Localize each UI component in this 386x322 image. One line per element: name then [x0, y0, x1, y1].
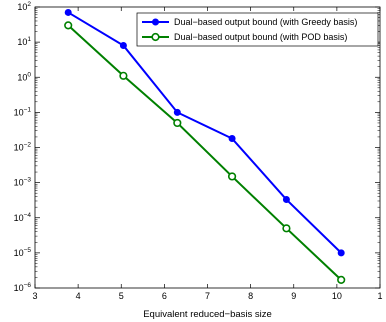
data-point: [119, 42, 127, 50]
y-tick-label: 10−1: [14, 106, 32, 117]
x-tick-label: 6: [162, 291, 167, 301]
y-tick-label: 102: [17, 1, 31, 12]
data-point: [64, 8, 72, 16]
y-tick-label: 10−5: [14, 247, 32, 258]
legend-label: Dual−based output bound (with POD basis): [174, 32, 347, 42]
x-tick-label: 5: [119, 291, 124, 301]
y-tick-label: 10−3: [14, 177, 32, 188]
x-tick-label: 1: [377, 291, 382, 301]
data-point: [173, 118, 182, 128]
data-point: [337, 275, 346, 285]
series-layer: [64, 8, 346, 285]
x-tick-label: 9: [291, 291, 296, 301]
legend-box: [136, 12, 379, 47]
series-2: [64, 21, 346, 285]
data-point: [119, 71, 128, 80]
axes: 3 4 5 6 7 8 9 10 110−610−510−410−310−210−1100101…: [14, 1, 383, 301]
x-tick-label: 3: [32, 291, 37, 301]
data-point: [173, 108, 181, 116]
x-tick-label: 10: [332, 291, 342, 301]
data-point: [228, 135, 236, 143]
legend: Dual−based output bound (with Greedy bas…: [136, 12, 379, 47]
data-point: [64, 21, 73, 30]
series-line: [67, 11, 342, 254]
data-point: [337, 249, 345, 257]
legend-label: Dual−based output bound (with Greedy bas…: [174, 17, 357, 27]
y-tick-label: 10−4: [14, 212, 32, 223]
x-tick-label: 4: [76, 291, 81, 301]
y-tick-label: 101: [17, 36, 31, 47]
data-point: [227, 172, 237, 181]
data-point: [282, 196, 290, 204]
data-point: [282, 224, 291, 233]
legend-marker: [152, 18, 159, 26]
x-tick-label: 8: [248, 291, 253, 301]
series-line: [67, 24, 342, 281]
x-tick-label: 7: [205, 291, 210, 301]
y-tick-label: 100: [17, 71, 31, 82]
series-1: [64, 8, 345, 257]
x-axis-label: Equivalent reduced−basis size: [143, 309, 272, 320]
plot-area: [34, 6, 381, 289]
legend-marker: [151, 32, 160, 42]
y-tick-label: 10−2: [14, 142, 32, 153]
y-tick-label: 10−6: [14, 282, 32, 293]
